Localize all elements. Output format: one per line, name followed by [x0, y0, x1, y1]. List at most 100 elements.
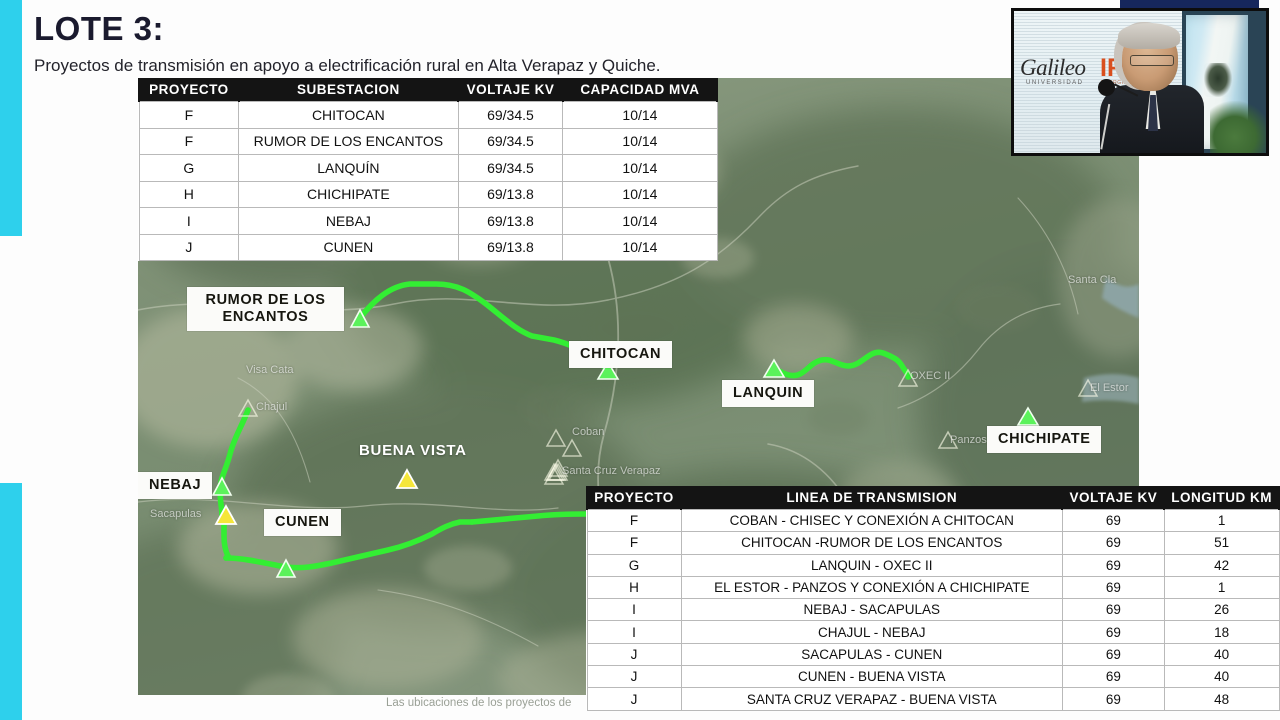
cell-voltaje: 69/13.8: [457, 180, 564, 208]
cell-subestacion: CHITOCAN: [238, 101, 459, 129]
flag-emblem: [1204, 63, 1232, 97]
speaker-hair: [1118, 23, 1180, 49]
cell-linea: SACAPULAS - CUNEN: [680, 642, 1063, 667]
table-header-row: PROYECTO SUBESTACION VOLTAJE KV CAPACIDA…: [138, 78, 719, 102]
table-row: F RUMOR DE LOS ENCANTOS 69/34.5 10/14: [138, 127, 718, 155]
cell-linea: SANTA CRUZ VERAPAZ - BUENA VISTA: [680, 687, 1063, 711]
cell-proyecto: H: [586, 575, 682, 600]
cell-voltaje: 69: [1061, 642, 1165, 667]
video-top-bar: [1120, 0, 1259, 9]
cell-linea: NEBAJ - SACAPULAS: [680, 598, 1063, 622]
cell-longitud: 1: [1163, 575, 1280, 600]
cell-voltaje: 69/34.5: [457, 101, 564, 129]
table-row: J CUNEN 69/13.8 10/14: [138, 233, 718, 261]
cell-linea: CHAJUL - NEBAJ: [680, 620, 1063, 644]
cell-subestacion: CHICHIPATE: [238, 180, 459, 208]
substation-markers: [211, 308, 1099, 578]
col-capacidad-mva: CAPACIDAD MVA: [561, 78, 719, 102]
galileo-logo: Galileo: [1020, 55, 1086, 80]
cell-subestacion: NEBAJ: [238, 207, 459, 235]
cell-proyecto: F: [586, 531, 682, 555]
col-proyecto: PROYECTO: [585, 486, 683, 510]
cell-subestacion: CUNEN: [238, 233, 459, 261]
cell-longitud: 26: [1163, 598, 1280, 622]
col-linea-de-transmision: LINEA DE TRANSMISION: [680, 486, 1064, 510]
cell-voltaje: 69/13.8: [457, 207, 564, 235]
col-longitud-km: LONGITUD KM: [1163, 486, 1280, 510]
cell-proyecto: J: [586, 642, 682, 667]
cell-longitud: 40: [1163, 642, 1280, 667]
transmission-line-table: PROYECTO LINEA DE TRANSMISION VOLTAJE KV…: [585, 486, 1280, 711]
table-header-row: PROYECTO LINEA DE TRANSMISION VOLTAJE KV…: [585, 486, 1280, 510]
speaker-necktie: [1148, 95, 1158, 131]
table-row: J CUNEN - BUENA VISTA 69 40: [586, 665, 1280, 689]
table-row: H EL ESTOR - PANZOS Y CONEXIÓN A CHICHIP…: [586, 575, 1280, 600]
cell-capacidad: 10/14: [562, 207, 718, 235]
table-row: H CHICHIPATE 69/13.8 10/14: [138, 180, 718, 208]
col-subestacion: SUBESTACION: [237, 78, 460, 102]
cell-voltaje: 69: [1061, 531, 1165, 555]
col-proyecto: PROYECTO: [138, 78, 240, 102]
cell-subestacion: RUMOR DE LOS ENCANTOS: [238, 127, 459, 155]
cell-voltaje: 69: [1061, 665, 1165, 689]
col-voltaje-kv: VOLTAJE KV: [1061, 486, 1166, 510]
cell-longitud: 48: [1163, 687, 1280, 711]
table-row: G LANQUIN - OXEC II 69 42: [586, 553, 1280, 577]
cell-longitud: 1: [1163, 508, 1280, 533]
callout-nebaj[interactable]: NEBAJ: [138, 472, 213, 500]
cell-capacidad: 10/14: [562, 101, 718, 129]
transmission-line-paths: [217, 281, 913, 571]
cell-voltaje: 69: [1061, 553, 1165, 577]
cell-longitud: 42: [1163, 553, 1280, 577]
table-row: I CHAJUL - NEBAJ 69 18: [586, 620, 1280, 644]
table-row: F COBAN - CHISEC Y CONEXIÓN A CHITOCAN 6…: [586, 508, 1280, 533]
table-row: J SANTA CRUZ VERAPAZ - BUENA VISTA 69 48: [586, 687, 1280, 711]
cell-voltaje: 69: [1061, 575, 1165, 600]
microphone-stand: [1100, 103, 1148, 153]
page-subtitle: Proyectos de transmisión en apoyo a elec…: [34, 56, 661, 75]
cell-proyecto: G: [138, 154, 240, 182]
cell-linea: COBAN - CHISEC Y CONEXIÓN A CHITOCAN: [680, 508, 1063, 533]
map-caption: Las ubicaciones de los proyectos de: [386, 697, 572, 709]
cell-proyecto: I: [586, 620, 682, 644]
cell-voltaje: 69: [1061, 687, 1165, 711]
cell-linea: CHITOCAN -RUMOR DE LOS ENCANTOS: [680, 531, 1063, 555]
table-row: F CHITOCAN -RUMOR DE LOS ENCANTOS 69 51: [586, 531, 1280, 555]
cell-proyecto: F: [586, 508, 682, 533]
cell-proyecto: G: [586, 553, 682, 577]
accent-bar-top: [0, 0, 22, 236]
cell-voltaje: 69/13.8: [457, 233, 564, 261]
col-voltaje-kv: VOLTAJE KV: [457, 78, 564, 102]
cell-proyecto: I: [138, 207, 240, 235]
callout-cunen[interactable]: CUNEN: [264, 509, 341, 537]
speaker-glasses: [1130, 55, 1174, 66]
cell-linea: EL ESTOR - PANZOS Y CONEXIÓN A CHICHIPAT…: [680, 575, 1063, 600]
cell-voltaje: 69: [1061, 508, 1165, 533]
callout-rumor-de-los-encantos[interactable]: RUMOR DE LOS ENCANTOS: [187, 287, 344, 332]
potted-plant: [1210, 101, 1266, 153]
callout-chichipate[interactable]: CHICHIPATE: [987, 426, 1102, 454]
substation-table: PROYECTO SUBESTACION VOLTAJE KV CAPACIDA…: [138, 78, 719, 261]
speaker-video-inset[interactable]: Galileo UNIVERSIDAD IRE ENERGIA ELECTRIC…: [1011, 8, 1269, 156]
cell-proyecto: J: [138, 233, 240, 261]
accent-bar-bottom: [0, 483, 22, 720]
cell-voltaje: 69/34.5: [457, 127, 564, 155]
callout-lanquin[interactable]: LANQUIN: [722, 380, 815, 408]
cell-capacidad: 10/14: [562, 233, 718, 261]
cell-proyecto: I: [586, 598, 682, 622]
cell-proyecto: J: [586, 665, 682, 689]
cell-longitud: 18: [1163, 620, 1280, 644]
cell-voltaje: 69: [1061, 598, 1165, 622]
cell-voltaje: 69: [1061, 620, 1165, 644]
cell-longitud: 51: [1163, 531, 1280, 555]
table-row: I NEBAJ - SACAPULAS 69 26: [586, 598, 1280, 622]
microphone-head: [1098, 79, 1115, 96]
cell-proyecto: F: [138, 127, 240, 155]
table-row: G LANQUÍN 69/34.5 10/14: [138, 154, 718, 182]
callout-chitocan[interactable]: CHITOCAN: [569, 341, 673, 369]
table-row: I NEBAJ 69/13.8 10/14: [138, 207, 718, 235]
cell-linea: CUNEN - BUENA VISTA: [680, 665, 1063, 689]
table-row: J SACAPULAS - CUNEN 69 40: [586, 642, 1280, 667]
cell-capacidad: 10/14: [562, 154, 718, 182]
